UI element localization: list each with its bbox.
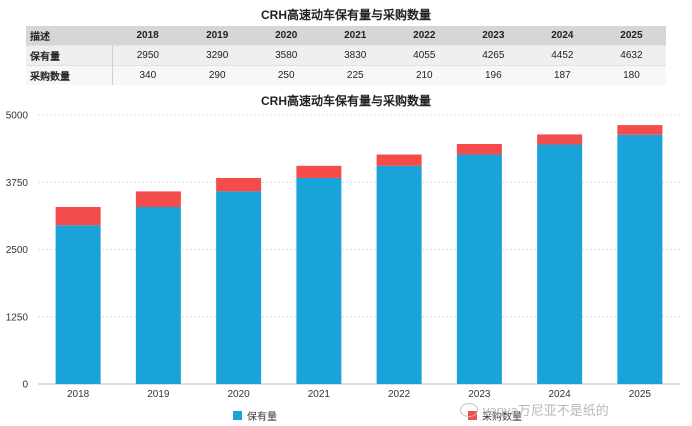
year-header: 2019: [206, 30, 229, 41]
year-header: 2025: [620, 30, 643, 41]
table-cell: 340: [112, 65, 183, 85]
bar-holdings: [296, 177, 342, 384]
bar-purchases: [216, 177, 262, 192]
row-label: 保有量: [26, 45, 113, 66]
table-title: CRH高速动车保有量与采购数量: [261, 8, 431, 22]
table-cell: 210: [389, 65, 459, 85]
year-header: 2022: [413, 30, 436, 41]
bar-holdings: [216, 191, 262, 384]
x-tick-label: 2025: [629, 389, 652, 400]
bar-purchases: [135, 191, 181, 207]
legend-swatch-holdings: [233, 411, 242, 420]
table-cell: 2950: [112, 45, 183, 66]
bar-holdings: [55, 225, 101, 384]
table-cell: 4632: [596, 45, 666, 66]
bar-holdings: [537, 144, 583, 384]
weibo-icon: [460, 402, 478, 417]
bar-purchases: [376, 154, 422, 166]
y-tick-label: 2500: [6, 245, 29, 256]
data-table: 描述 2018 2019 2020 2021 2022 2023 2024 20…: [26, 26, 666, 85]
table-cell: 3290: [182, 45, 252, 66]
table-cell: 4265: [458, 45, 528, 66]
year-header: 2018: [136, 30, 159, 41]
table-cell: 196: [458, 65, 528, 85]
x-tick-label: 2020: [228, 389, 251, 400]
table-cell: 4055: [389, 45, 459, 66]
header-label: 描述: [30, 32, 50, 43]
bar-purchases: [537, 134, 583, 145]
table-cell: 3830: [320, 45, 390, 66]
watermark: vanya万尼亚不是纸的: [460, 400, 609, 419]
year-header: 2020: [275, 30, 298, 41]
table-cell: 3580: [251, 45, 321, 66]
chart-title: CRH高速动车保有量与采购数量: [261, 94, 431, 108]
legend-label: 采购数量: [482, 412, 522, 423]
watermark-text: vanya万尼亚不是纸的: [483, 403, 609, 418]
year-header: 2023: [482, 30, 505, 41]
table-row-purchases: 采购数量 340 290 250 225 210 196 187 180: [26, 65, 666, 85]
table-cell: 187: [527, 65, 597, 85]
year-header: 2021: [344, 30, 367, 41]
table-cell: 250: [251, 65, 321, 85]
x-tick-label: 2023: [468, 389, 491, 400]
bar-holdings: [135, 206, 181, 384]
year-header: 2024: [551, 30, 574, 41]
row-label: 采购数量: [26, 65, 113, 85]
y-tick-label: 3750: [6, 178, 29, 189]
table-cell: 180: [596, 65, 666, 85]
bar-holdings: [617, 134, 663, 384]
y-tick-label: 5000: [6, 111, 29, 122]
bar-holdings: [456, 154, 502, 384]
bar-purchases: [55, 206, 101, 226]
legend-item-holdings: 保有量: [233, 408, 277, 423]
bar-purchases: [296, 165, 342, 178]
bar-purchases: [456, 143, 502, 155]
y-tick-label: 0: [22, 380, 28, 391]
bar-holdings: [376, 165, 422, 384]
table-cell: 225: [320, 65, 390, 85]
bar-purchases: [617, 125, 663, 135]
x-tick-label: 2019: [147, 389, 170, 400]
y-tick-label: 1250: [6, 312, 29, 323]
table-header-row: 描述 2018 2019 2020 2021 2022 2023 2024 20…: [26, 26, 666, 46]
x-tick-label: 2024: [549, 389, 572, 400]
x-tick-label: 2022: [388, 389, 411, 400]
table-cell: 290: [182, 65, 252, 85]
legend-label: 保有量: [247, 412, 277, 423]
x-tick-label: 2018: [67, 389, 90, 400]
x-tick-label: 2021: [308, 389, 331, 400]
table-cell: 4452: [527, 45, 597, 66]
table-row-holdings: 保有量 2950 3290 3580 3830 4055 4265 4452 4…: [26, 45, 666, 66]
